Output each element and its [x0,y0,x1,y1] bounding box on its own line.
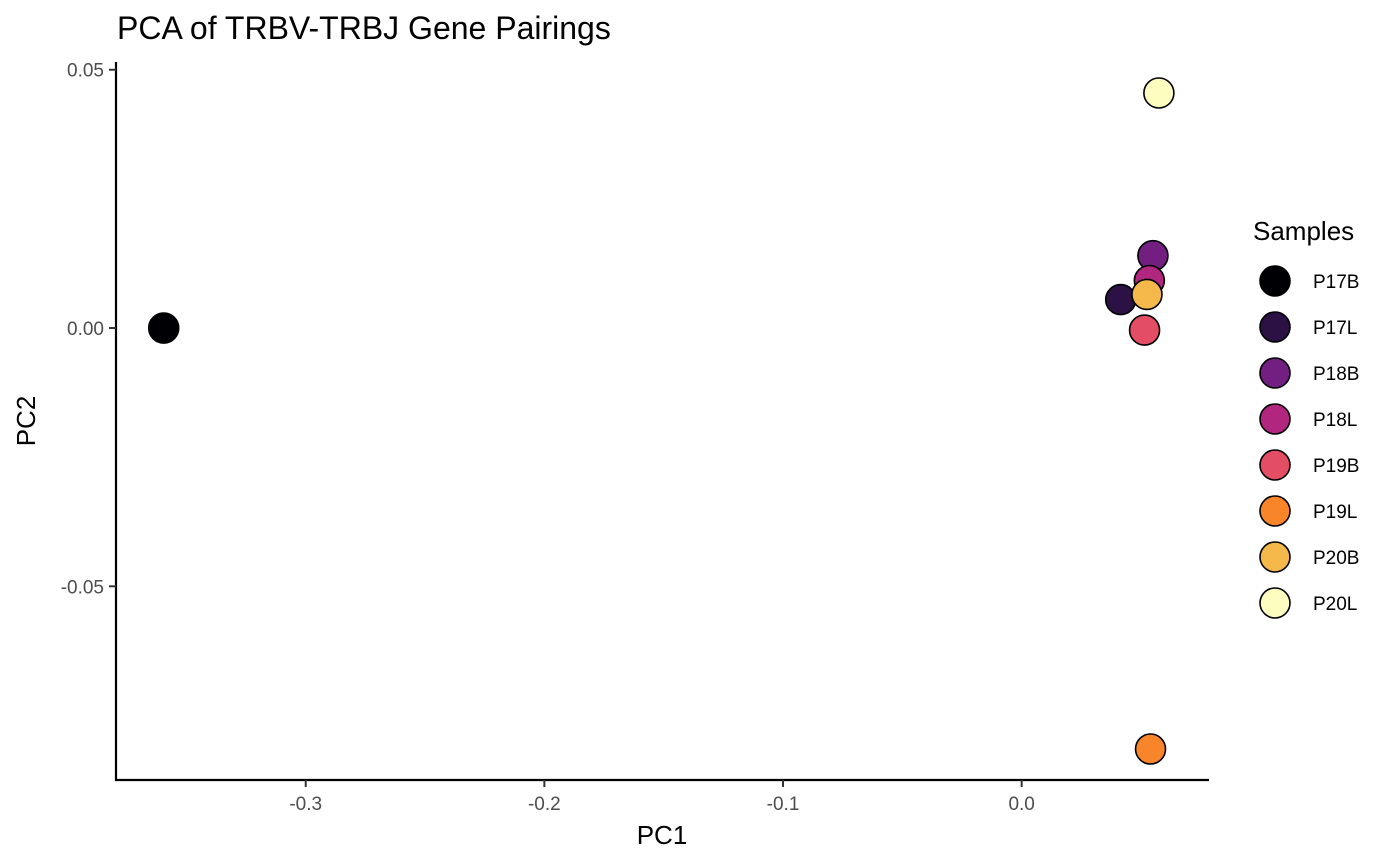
y-tick-label: 0.05 [67,61,104,82]
y-axis-ticks: 0.05 0.00 -0.05 [61,61,116,598]
legend-title: Samples [1253,216,1354,246]
point-p20l [1143,77,1175,109]
legend-key-p17l [1259,311,1291,343]
legend-key-p20l [1259,587,1291,619]
point-p17l [1104,283,1137,316]
legend-label-p18b: P18B [1313,364,1359,385]
legend-key-p19b [1259,449,1291,481]
legend: Samples P17B P17L P18B P18L P19B P19L P20B P20L [1253,216,1359,619]
point-p20b [1131,278,1163,311]
legend-key-p18l [1259,403,1291,435]
axes [114,62,1209,782]
point-p19l [1134,733,1167,765]
legend-label-p17b: P17B [1313,272,1359,293]
x-tick-label: -0.3 [289,794,322,815]
x-tick-label: -0.2 [528,794,561,815]
legend-key-p19l [1259,495,1291,527]
x-tick-label: 0.0 [1008,794,1034,815]
legend-label-p20l: P20L [1313,594,1357,615]
legend-label-p19l: P19L [1313,502,1357,523]
x-axis-ticks: -0.3 -0.2 -0.1 0.0 [289,780,1035,815]
point-p19b [1128,314,1161,346]
legend-label-p17l: P17L [1313,318,1357,339]
data-points [147,77,1175,765]
legend-key-p18b [1259,357,1291,389]
legend-label-p20b: P20B [1313,548,1359,569]
point-p17b [147,312,180,344]
chart-title: PCA of TRBV-TRBJ Gene Pairings [117,10,611,46]
legend-label-p19b: P19B [1313,456,1359,477]
legend-key-p17b [1259,265,1291,297]
legend-label-p18l: P18L [1313,410,1357,431]
legend-items: P17B P17L P18B P18L P19B P19L P20B P20L [1259,265,1359,619]
y-axis-title: PC2 [11,396,41,447]
legend-key-p20b [1259,541,1291,573]
x-axis-title: PC1 [637,820,688,850]
x-tick-label: -0.1 [767,794,800,815]
y-tick-label: -0.05 [61,577,104,598]
y-tick-label: 0.00 [67,319,104,340]
